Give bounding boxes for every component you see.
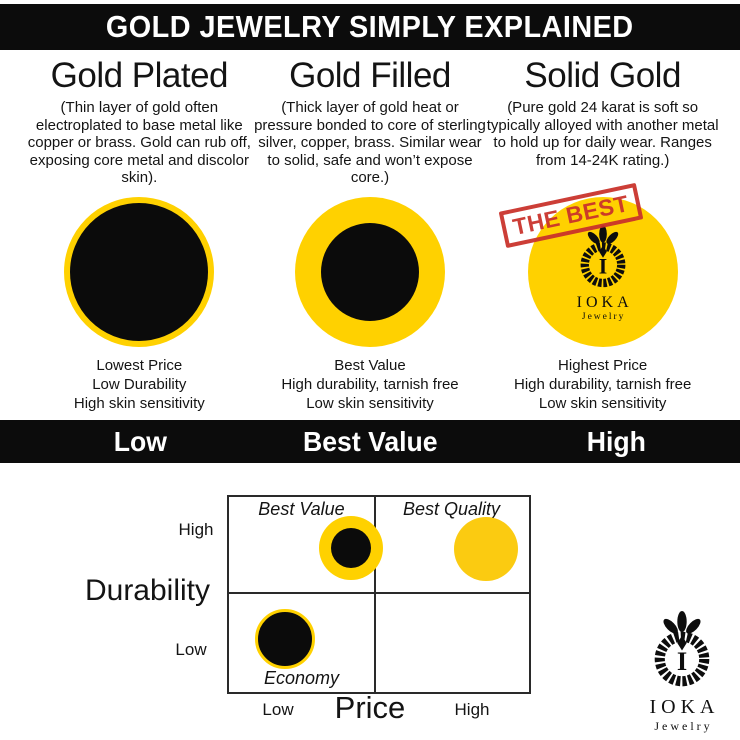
ioka-crest-icon [571,225,635,293]
ioka-logo-sub: Jewelry [581,311,626,322]
point-solid-gold [454,517,518,581]
attribute-line: Low skin sensitivity [306,395,434,412]
column-description: (Thick layer of gold heat or pressure bo… [254,99,486,186]
attribute-line: High durability, tarnish free [514,376,692,393]
attribute-line: Highest Price [558,357,648,374]
scale-label-low: Low [113,425,167,457]
y-tick-low: Low [175,640,207,659]
solid-gold-circle-slot: IOKA Jewelry [527,196,678,348]
ioka-footer-logo: IOKA Jewelry [630,610,734,734]
column-gold-filled: Gold Filled (Thick layer of gold heat or… [247,55,494,413]
gold-plated-circle-slot [64,196,215,348]
point-gold-filled-core [331,528,371,568]
column-description: (Thin layer of gold often electroplated … [27,99,251,186]
x-tick-high: High [454,700,490,719]
attribute-line: Low skin sensitivity [538,395,667,412]
page-title: GOLD JEWELRY SIMPLY EXPLAINED [106,9,634,44]
column-title: Gold Plated [50,56,229,95]
column-attributes: Highest Price High durability, tarnish f… [514,356,691,413]
gold-filled-circle [294,197,445,347]
scale-label-best-value: Best Value [302,425,438,457]
chart-horizontal-divider [229,592,529,594]
attribute-line: Best Value [334,357,406,374]
comparison-columns: Gold Plated (Thin layer of gold often el… [0,55,740,413]
point-gold-filled [319,516,383,580]
column-gold-plated: Gold Plated (Thin layer of gold often el… [16,55,263,413]
quadrant-label-best-value: Best Value [258,499,345,519]
ioka-logo-name: IOKA [576,293,633,311]
quadrant-chart: Best Value Best Quality Economy High Dur… [0,480,740,740]
attribute-line: Lowest Price [96,357,183,374]
chart-plot-area: Best Value Best Quality Economy [227,495,531,694]
title-banner: GOLD JEWELRY SIMPLY EXPLAINED [0,4,740,50]
scale-banner: Low Best Value High [0,420,740,463]
x-axis-title: Price [334,690,406,725]
y-tick-high: High [178,520,214,539]
footer-logo-name: IOKA [649,696,720,718]
gold-plated-circle [64,197,215,347]
solid-gold-circle: IOKA Jewelry [527,197,678,347]
scale-label-high: High [587,425,647,457]
column-attributes: Lowest Price Low Durability High skin se… [74,356,205,413]
column-attributes: Best Value High durability, tarnish free… [281,356,458,413]
quadrant-label-best-quality: Best Quality [402,499,501,519]
footer-logo-sub: Jewelry [654,719,713,733]
gold-filled-circle-slot [294,196,445,348]
quadrant-label-economy: Economy [263,668,340,688]
point-gold-plated [255,609,315,669]
ioka-crest-icon [643,610,721,694]
chart-vertical-divider [374,497,376,692]
attribute-line: Low Durability [92,376,187,393]
column-title: Solid Gold [524,56,681,95]
gold-filled-core [320,223,419,321]
column-solid-gold: Solid Gold (Pure gold 24 karat is soft s… [479,55,726,413]
x-tick-low: Low [262,700,294,719]
column-description: (Pure gold 24 karat is soft so typically… [486,99,719,169]
y-axis-title: Durability [84,574,211,607]
attribute-line: High skin sensitivity [73,395,205,412]
attribute-line: High durability, tarnish free [281,376,459,393]
column-title: Gold Filled [289,56,451,95]
